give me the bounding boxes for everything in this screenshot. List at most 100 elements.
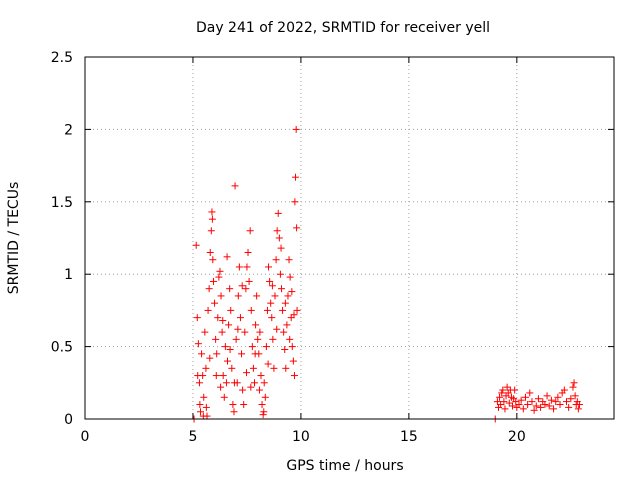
data-point [206, 248, 214, 256]
data-point [226, 285, 234, 293]
data-point [554, 393, 562, 401]
x-axis-label: GPS time / hours [286, 458, 403, 474]
data-point [499, 386, 507, 394]
data-point [526, 389, 534, 397]
data-point [270, 364, 278, 372]
data-point [260, 379, 268, 387]
data-point [224, 357, 232, 365]
data-point [253, 292, 261, 300]
data-point [530, 406, 538, 414]
plot-frame [84, 56, 615, 420]
data-point [213, 350, 221, 358]
data-point [497, 401, 505, 409]
data-point [202, 364, 210, 372]
axis-ticks [84, 56, 614, 420]
data-point [209, 256, 217, 264]
data-point [290, 311, 298, 319]
data-point [550, 405, 558, 413]
data-point [273, 325, 281, 333]
chart-title: Day 241 of 2022, SRMTID for receiver yel… [196, 20, 490, 36]
data-point [217, 292, 225, 300]
data-point [569, 383, 577, 391]
data-point [277, 244, 285, 252]
data-point [245, 277, 253, 285]
x-tick-label: 15 [400, 429, 418, 445]
data-point [200, 393, 208, 401]
data-point [271, 292, 279, 300]
y-tick-label: 1.5 [51, 195, 73, 211]
data-point [212, 335, 220, 343]
y-tick-label: 2 [64, 122, 73, 138]
data-point [288, 288, 296, 296]
data-point [560, 386, 568, 394]
data-point [285, 256, 293, 264]
data-point [236, 314, 244, 322]
data-point [574, 405, 582, 413]
data-point [219, 317, 227, 325]
data-point [234, 325, 242, 333]
data-point [264, 360, 272, 368]
data-point [537, 403, 545, 411]
data-point [247, 306, 255, 314]
data-point [216, 267, 224, 275]
data-point [205, 285, 213, 293]
data-point [281, 299, 289, 307]
data-point [493, 398, 501, 406]
data-point [194, 372, 202, 380]
data-point [262, 343, 270, 351]
data-point [239, 386, 247, 394]
data-point [273, 227, 281, 235]
data-point [541, 401, 549, 409]
data-point [259, 411, 267, 419]
data-point [515, 401, 523, 409]
y-tick-label: 2.5 [51, 50, 73, 66]
data-point [193, 314, 201, 322]
data-point [266, 277, 274, 285]
data-point [206, 354, 214, 362]
data-point [217, 383, 225, 391]
data-point [256, 328, 264, 336]
data-point [498, 389, 506, 397]
data-point [543, 392, 551, 400]
data-point [232, 335, 240, 343]
x-tick-label: 20 [508, 429, 526, 445]
data-point [288, 343, 296, 351]
data-point [263, 306, 271, 314]
data-point [208, 215, 216, 223]
data-point [230, 408, 238, 416]
data-point [292, 125, 300, 133]
data-point [272, 256, 280, 264]
data-point [575, 401, 583, 409]
data-point [238, 282, 246, 290]
grid-lines [85, 57, 614, 419]
data-point [231, 182, 239, 190]
data-point [229, 401, 237, 409]
data-point [286, 335, 294, 343]
data-point [225, 321, 233, 329]
data-point [222, 379, 230, 387]
data-point [282, 364, 290, 372]
data-point [521, 393, 529, 401]
data-point [274, 209, 282, 217]
data-point [261, 393, 269, 401]
data-point [500, 398, 508, 406]
data-point [243, 263, 251, 271]
data-point [292, 173, 300, 181]
data-point [208, 208, 216, 216]
data-point [251, 350, 259, 358]
data-point [248, 343, 256, 351]
data-point [571, 392, 579, 400]
data-point [227, 306, 235, 314]
data-point [552, 398, 560, 406]
data-point [199, 412, 207, 420]
data-point [275, 234, 283, 242]
data-point [207, 227, 215, 235]
data-point [255, 386, 263, 394]
data-point [283, 321, 291, 329]
data-point [254, 335, 262, 343]
data-point [276, 270, 284, 278]
data-point [496, 393, 504, 401]
data-point [219, 372, 227, 380]
